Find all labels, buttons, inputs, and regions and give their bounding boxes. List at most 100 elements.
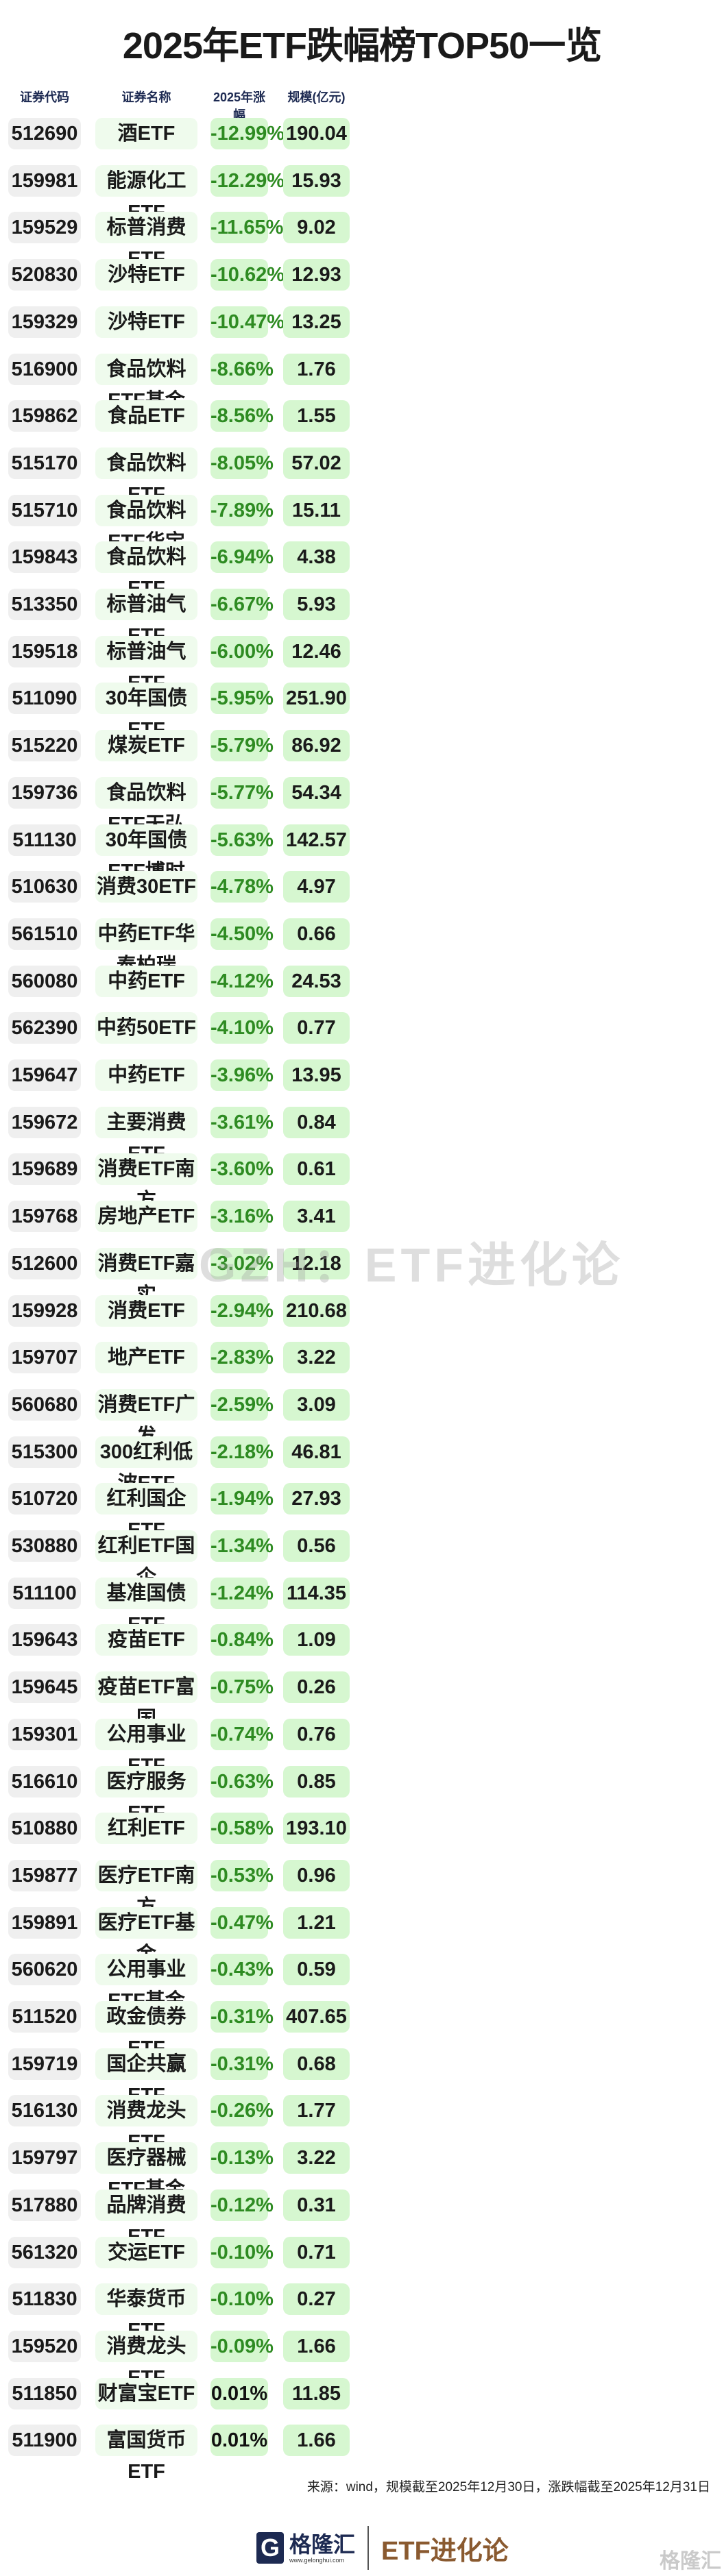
cell-code: 515220 xyxy=(8,730,81,762)
cell-size: 4.38 xyxy=(283,541,350,574)
cell-size: 0.71 xyxy=(283,2236,350,2268)
table-row: 512600 消费ETF嘉实 -3.02% 12.18 xyxy=(0,1247,724,1306)
cell-size: 1.66 xyxy=(283,2330,350,2362)
cell-size: 5.93 xyxy=(283,589,350,620)
table-row: 159736 食品饮料ETF天弘 -5.77% 54.34 xyxy=(0,776,724,835)
cell-size: 193.10 xyxy=(283,1813,350,1845)
cell-change: -2.94% xyxy=(210,1295,274,1327)
cell-name: 政金债券ETF xyxy=(95,2001,197,2059)
table-row: 159928 消费ETF -2.94% 210.68 xyxy=(0,1295,724,1327)
cell-change: -5.95% xyxy=(210,683,274,715)
cell-change: -3.16% xyxy=(210,1201,274,1233)
table-row: 159707 地产ETF -2.83% 3.22 xyxy=(0,1342,724,1374)
table-row: 159645 疫苗ETF富国 -0.75% 0.26 xyxy=(0,1671,724,1730)
cell-name: 消费龙头ETF xyxy=(95,2330,197,2389)
table-row: 159843 食品饮料ETF -6.94% 4.38 xyxy=(0,541,724,600)
cell-change: -5.79% xyxy=(210,730,274,762)
table-row: 520830 沙特ETF -10.62% 12.93 xyxy=(0,259,724,291)
cell-size: 3.22 xyxy=(283,2142,350,2174)
cell-change: -0.47% xyxy=(210,1906,274,1939)
table-row: 516900 食品饮料ETF基金 -8.66% 1.76 xyxy=(0,353,724,412)
table-row: 159891 医疗ETF基金 -0.47% 1.21 xyxy=(0,1906,724,1965)
table-row: 159768 房地产ETF -3.16% 3.41 xyxy=(0,1201,724,1233)
cell-code: 562390 xyxy=(8,1012,81,1044)
cell-change: -10.47% xyxy=(210,306,285,338)
cell-name: 公用事业ETF基金 xyxy=(95,1954,197,2012)
cell-name: 食品饮料ETF xyxy=(95,447,197,506)
cell-name: 医疗ETF南方 xyxy=(95,1859,197,1918)
table-row: 511100 基准国债ETF -1.24% 114.35 xyxy=(0,1577,724,1636)
cell-name: 地产ETF xyxy=(95,1342,197,1374)
cell-change: -0.10% xyxy=(210,2283,274,2316)
table-row: 513350 标普油气ETF -6.67% 5.93 xyxy=(0,589,724,647)
cell-change: -11.65% xyxy=(210,212,283,244)
table-row: 515710 食品饮料ETF华宝 -7.89% 15.11 xyxy=(0,494,724,553)
table-row: 511520 政金债券ETF -0.31% 407.65 xyxy=(0,2001,724,2059)
cell-change: -0.53% xyxy=(210,1859,274,1891)
cell-code: 560620 xyxy=(8,1954,81,1986)
cell-name: 基准国债ETF xyxy=(95,1577,197,1636)
cell-code: 516900 xyxy=(8,353,81,385)
cell-code: 512600 xyxy=(8,1247,81,1279)
cell-size: 0.68 xyxy=(283,2048,350,2080)
cell-name: 能源化工ETF xyxy=(95,164,197,223)
cell-change: 0.01% xyxy=(210,2377,268,2409)
header-name: 证券名称 xyxy=(121,90,171,104)
table-row: 510720 红利国企ETF -1.94% 27.93 xyxy=(0,1483,724,1541)
cell-size: 1.55 xyxy=(283,400,350,432)
cell-code: 159301 xyxy=(8,1718,81,1750)
cell-code: 510720 xyxy=(8,1483,81,1515)
watermark: GZH：ETF进化论 xyxy=(199,1238,624,1292)
cell-code: 159877 xyxy=(8,1859,81,1891)
logo-url: www.gelonghui.com xyxy=(289,2557,345,2564)
cell-name: 疫苗ETF xyxy=(95,1624,197,1656)
cell-change: -12.99% xyxy=(210,118,285,149)
cell-change: -2.83% xyxy=(210,1342,274,1374)
table-row: 515300 300红利低波ETF -2.18% 46.81 xyxy=(0,1436,724,1495)
cell-size: 0.96 xyxy=(283,1859,350,1891)
cell-size: 0.66 xyxy=(283,918,350,950)
table-row: 560080 中药ETF -4.12% 24.53 xyxy=(0,965,724,997)
cell-name: 食品饮料ETF基金 xyxy=(95,353,197,412)
cell-change: 0.01% xyxy=(210,2425,268,2457)
cell-change: -3.60% xyxy=(210,1153,274,1186)
cell-size: 0.56 xyxy=(283,1530,350,1562)
cell-change: -12.29% xyxy=(210,164,285,197)
cell-size: 3.09 xyxy=(283,1388,350,1421)
cell-change: -1.34% xyxy=(210,1530,274,1562)
cell-code: 159672 xyxy=(8,1106,81,1138)
cell-change: -0.74% xyxy=(210,1718,274,1750)
table-row: 511900 富国货币ETF 0.01% 1.66 xyxy=(0,2425,724,2483)
cell-name: 国企共赢ETF xyxy=(95,2048,197,2107)
cell-code: 159645 xyxy=(8,1671,81,1704)
cell-change: -2.59% xyxy=(210,1388,274,1421)
corner-watermark: 格隆汇 xyxy=(660,2550,721,2573)
cell-change: -0.63% xyxy=(210,1765,274,1798)
cell-size: 114.35 xyxy=(283,1577,350,1609)
cell-size: 1.21 xyxy=(283,1906,350,1939)
table-row: 510630 消费30ETF -4.78% 4.97 xyxy=(0,871,724,903)
table-row: 512690 酒ETF -12.99% 190.04 xyxy=(0,118,724,149)
cell-name: 红利ETF xyxy=(95,1813,197,1845)
cell-code: 159736 xyxy=(8,776,81,809)
cell-code: 159719 xyxy=(8,2048,81,2080)
cell-code: 560080 xyxy=(8,965,81,997)
cell-code: 511900 xyxy=(8,2425,81,2457)
table-row: 159529 标普消费ETF -11.65%9.02 xyxy=(0,212,724,270)
table-row: 511130 30年国债ETF博时 -5.63% 142.57 xyxy=(0,824,724,883)
cell-change: -0.12% xyxy=(210,2189,274,2221)
cell-size: 0.77 xyxy=(283,1012,350,1044)
cell-name: 沙特ETF xyxy=(95,259,197,291)
cell-name: 食品饮料ETF华宝 xyxy=(95,494,197,553)
cell-name: 酒ETF xyxy=(95,118,197,149)
cell-change: -1.94% xyxy=(210,1483,274,1515)
divider xyxy=(367,2526,370,2570)
cell-code: 159797 xyxy=(8,2142,81,2174)
cell-code: 511830 xyxy=(8,2283,81,2316)
cell-code: 511090 xyxy=(8,683,81,715)
table-row: 560620 公用事业ETF基金 -0.43% 0.59 xyxy=(0,1954,724,2012)
table-row: 159518 标普油气ETF -6.00% 12.46 xyxy=(0,635,724,694)
cell-code: 513350 xyxy=(8,589,81,620)
cell-size: 0.26 xyxy=(283,1671,350,1704)
cell-size: 57.02 xyxy=(283,447,350,479)
